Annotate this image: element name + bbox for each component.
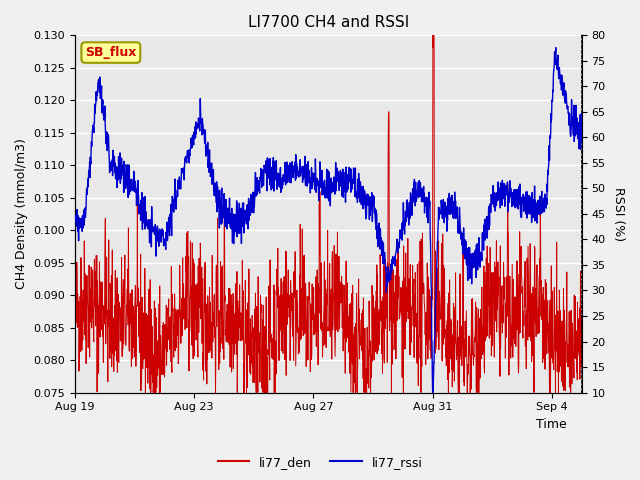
Text: SB_flux: SB_flux xyxy=(85,46,136,59)
Y-axis label: CH4 Density (mmol/m3): CH4 Density (mmol/m3) xyxy=(15,139,28,289)
Title: LI7700 CH4 and RSSI: LI7700 CH4 and RSSI xyxy=(248,15,409,30)
Y-axis label: RSSI (%): RSSI (%) xyxy=(612,187,625,241)
X-axis label: Time: Time xyxy=(536,418,566,431)
Legend: li77_den, li77_rssi: li77_den, li77_rssi xyxy=(212,451,428,474)
